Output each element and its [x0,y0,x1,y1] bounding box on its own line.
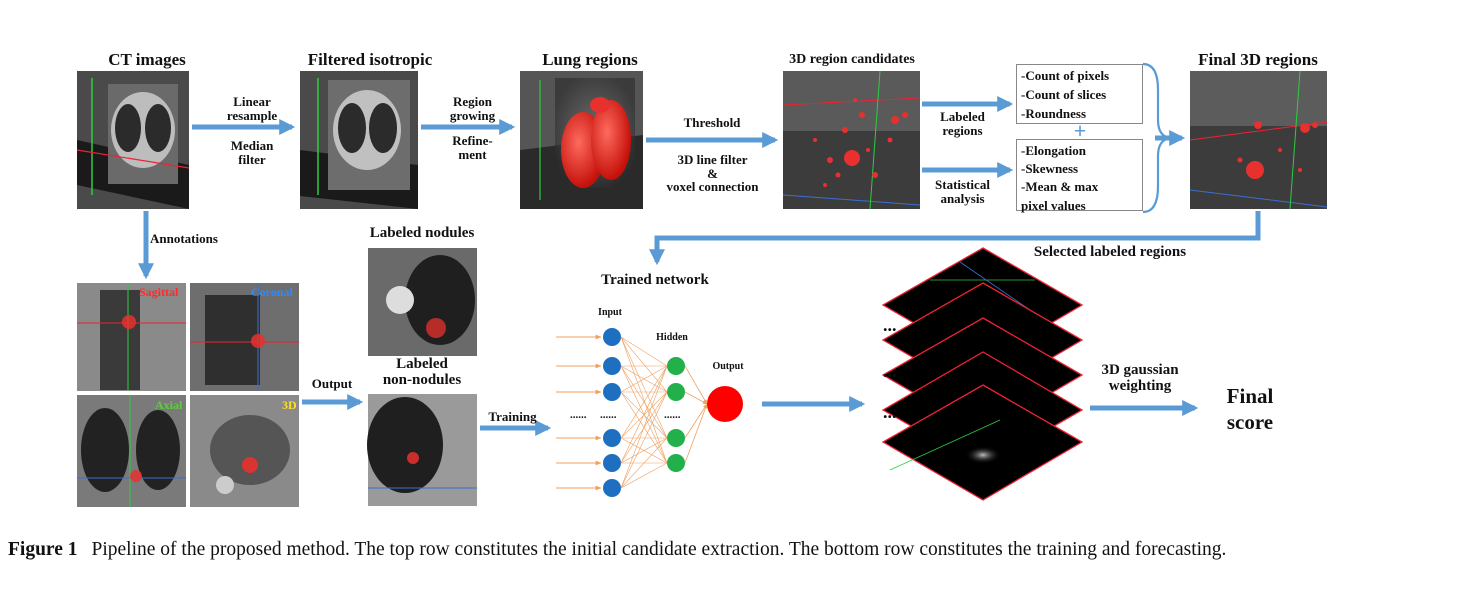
trained-network-label: Trained network [601,272,709,288]
hidden-node-4 [667,454,685,472]
caption-text: Pipeline of the proposed method. The top… [91,539,1227,560]
labeled-non-nodules-panel [367,394,477,506]
filtered-isotropic-panel [300,71,418,209]
edge [620,462,668,489]
final-regions-panel [1189,70,1328,210]
stack-ellipsis-1: ... [883,315,897,335]
edge [620,437,668,489]
stack-ellipsis-2: ... [883,361,897,381]
edge [620,336,668,439]
features-box-2: -Elongation -Skewness -Mean & max pixel val… [1016,139,1143,213]
median-filter-label: Median filter [230,138,274,167]
lung-regions-title: Lung regions [542,50,638,69]
figure-label: Figure 1 [8,539,78,560]
statistical-analysis-label: Statistical analysis [935,177,990,206]
input-node-3 [603,383,621,401]
edge-to-output [684,403,708,439]
input-node-1 [603,328,621,346]
plus-sign: + [1073,118,1087,143]
output-node-label: Output [712,361,744,372]
hidden-node-1 [667,357,685,375]
hidden-node-3 [667,429,685,447]
input-dashes-1: ...... [570,409,587,421]
hidden-dashes: ...... [664,409,681,421]
gaussian-weighting-label: 3D gaussian weighting [1101,362,1179,394]
edge [620,365,668,393]
labeled-regions-label: Labeled regions [940,109,985,138]
sagittal-panel [77,283,186,391]
region-candidates-panel [782,70,921,210]
ct-images-panel [76,71,190,209]
ct-images-title: CT images [108,50,186,69]
features-box-1: -Count of pixels -Count of slices -Roundne… [1016,64,1143,124]
edge [620,365,668,464]
figure-caption: Figure 1 Pipeline of the proposed method.… [8,535,1448,564]
threshold-label: Threshold [683,115,741,130]
edge [620,391,668,489]
edge-to-output [684,391,708,405]
edge [620,437,668,464]
coronal-tag: Coronal [251,285,293,299]
input-node-5 [603,454,621,472]
edge-to-output [684,403,708,464]
linear-resample-label: Linear resample [226,94,278,123]
edge [620,365,668,489]
three-d-panel [190,395,299,507]
axial-panel [77,395,186,507]
input-label: Input [598,307,622,318]
edge [620,336,668,367]
edge-to-output [684,365,708,405]
labeled-nodules-panel [368,248,477,356]
filtered-isotropic-title: Filtered isotropic [307,50,433,69]
stack-ellipsis-3: ... [883,402,897,422]
arrow-final-to-network [648,211,1261,266]
output-node [707,386,743,422]
coronal-panel [190,283,299,391]
hidden-node-2 [667,383,685,401]
annotations-label: Annotations [150,231,218,246]
line-filter-label: 3D line filter & voxel connection [666,152,759,195]
axial-tag: Axial [155,398,183,412]
slice-stack [881,247,1084,501]
hidden-label: Hidden [656,332,688,343]
sagittal-tag: Sagittal [139,285,179,299]
final-score-label: Final score [1226,384,1274,435]
three-d-tag: 3D [282,398,297,412]
neural-network [556,328,743,497]
final-regions-title: Final 3D regions [1198,50,1318,69]
slice-5 [881,384,1084,501]
features-brace [1142,62,1171,214]
lung-regions-panel [520,71,643,209]
labeled-non-nodules-label: Labeled non-nodules [382,356,462,388]
training-label: Training [488,409,537,424]
region-growing-label: Region growing [449,94,496,123]
region-candidates-title: 3D region candidates [789,52,915,67]
refinement-label: Refine-ment [452,133,493,162]
edge [620,336,668,464]
input-dashes-2: ...... [600,409,617,421]
edge [620,365,668,439]
input-node-6 [603,479,621,497]
input-node-2 [603,357,621,375]
output-label: Output [311,376,353,391]
input-node-4 [603,429,621,447]
flow-arrows [137,95,1261,437]
selected-labeled-regions-label: Selected labeled regions [1033,244,1187,260]
labeled-nodules-label: Labeled nodules [369,225,475,241]
